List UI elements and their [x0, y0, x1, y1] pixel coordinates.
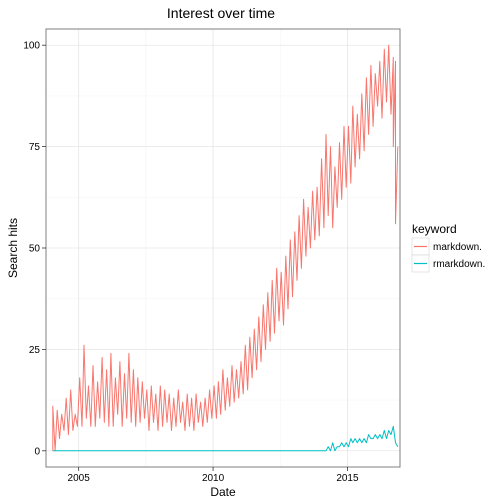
y-axis: 0 25 50 75 100: [23, 41, 46, 457]
major-gridlines: [46, 29, 400, 467]
y-tick-label: 50: [29, 244, 41, 255]
y-axis-title: Search hits: [6, 218, 20, 278]
series-layer: [52, 44, 399, 452]
y-tick-label: 100: [23, 41, 40, 52]
x-tick-label: 2010: [202, 473, 225, 484]
y-tick-label: 0: [34, 446, 40, 457]
chart-title: Interest over time: [167, 5, 275, 21]
legend-label: markdown.: [433, 242, 482, 253]
x-tick-label: 2015: [336, 473, 359, 484]
x-axis-title: Date: [210, 485, 236, 499]
legend: keyword markdown. rmarkdown.: [411, 222, 485, 273]
y-tick-label: 75: [29, 142, 41, 153]
series-line-markdown: [52, 44, 399, 452]
y-tick-label: 25: [29, 345, 41, 356]
legend-label: rmarkdown.: [433, 259, 485, 270]
legend-title: keyword: [412, 222, 457, 236]
x-axis: 2005 2010 2015: [68, 467, 359, 484]
x-tick-label: 2005: [68, 473, 91, 484]
series-line-rmarkdown: [52, 425, 399, 452]
